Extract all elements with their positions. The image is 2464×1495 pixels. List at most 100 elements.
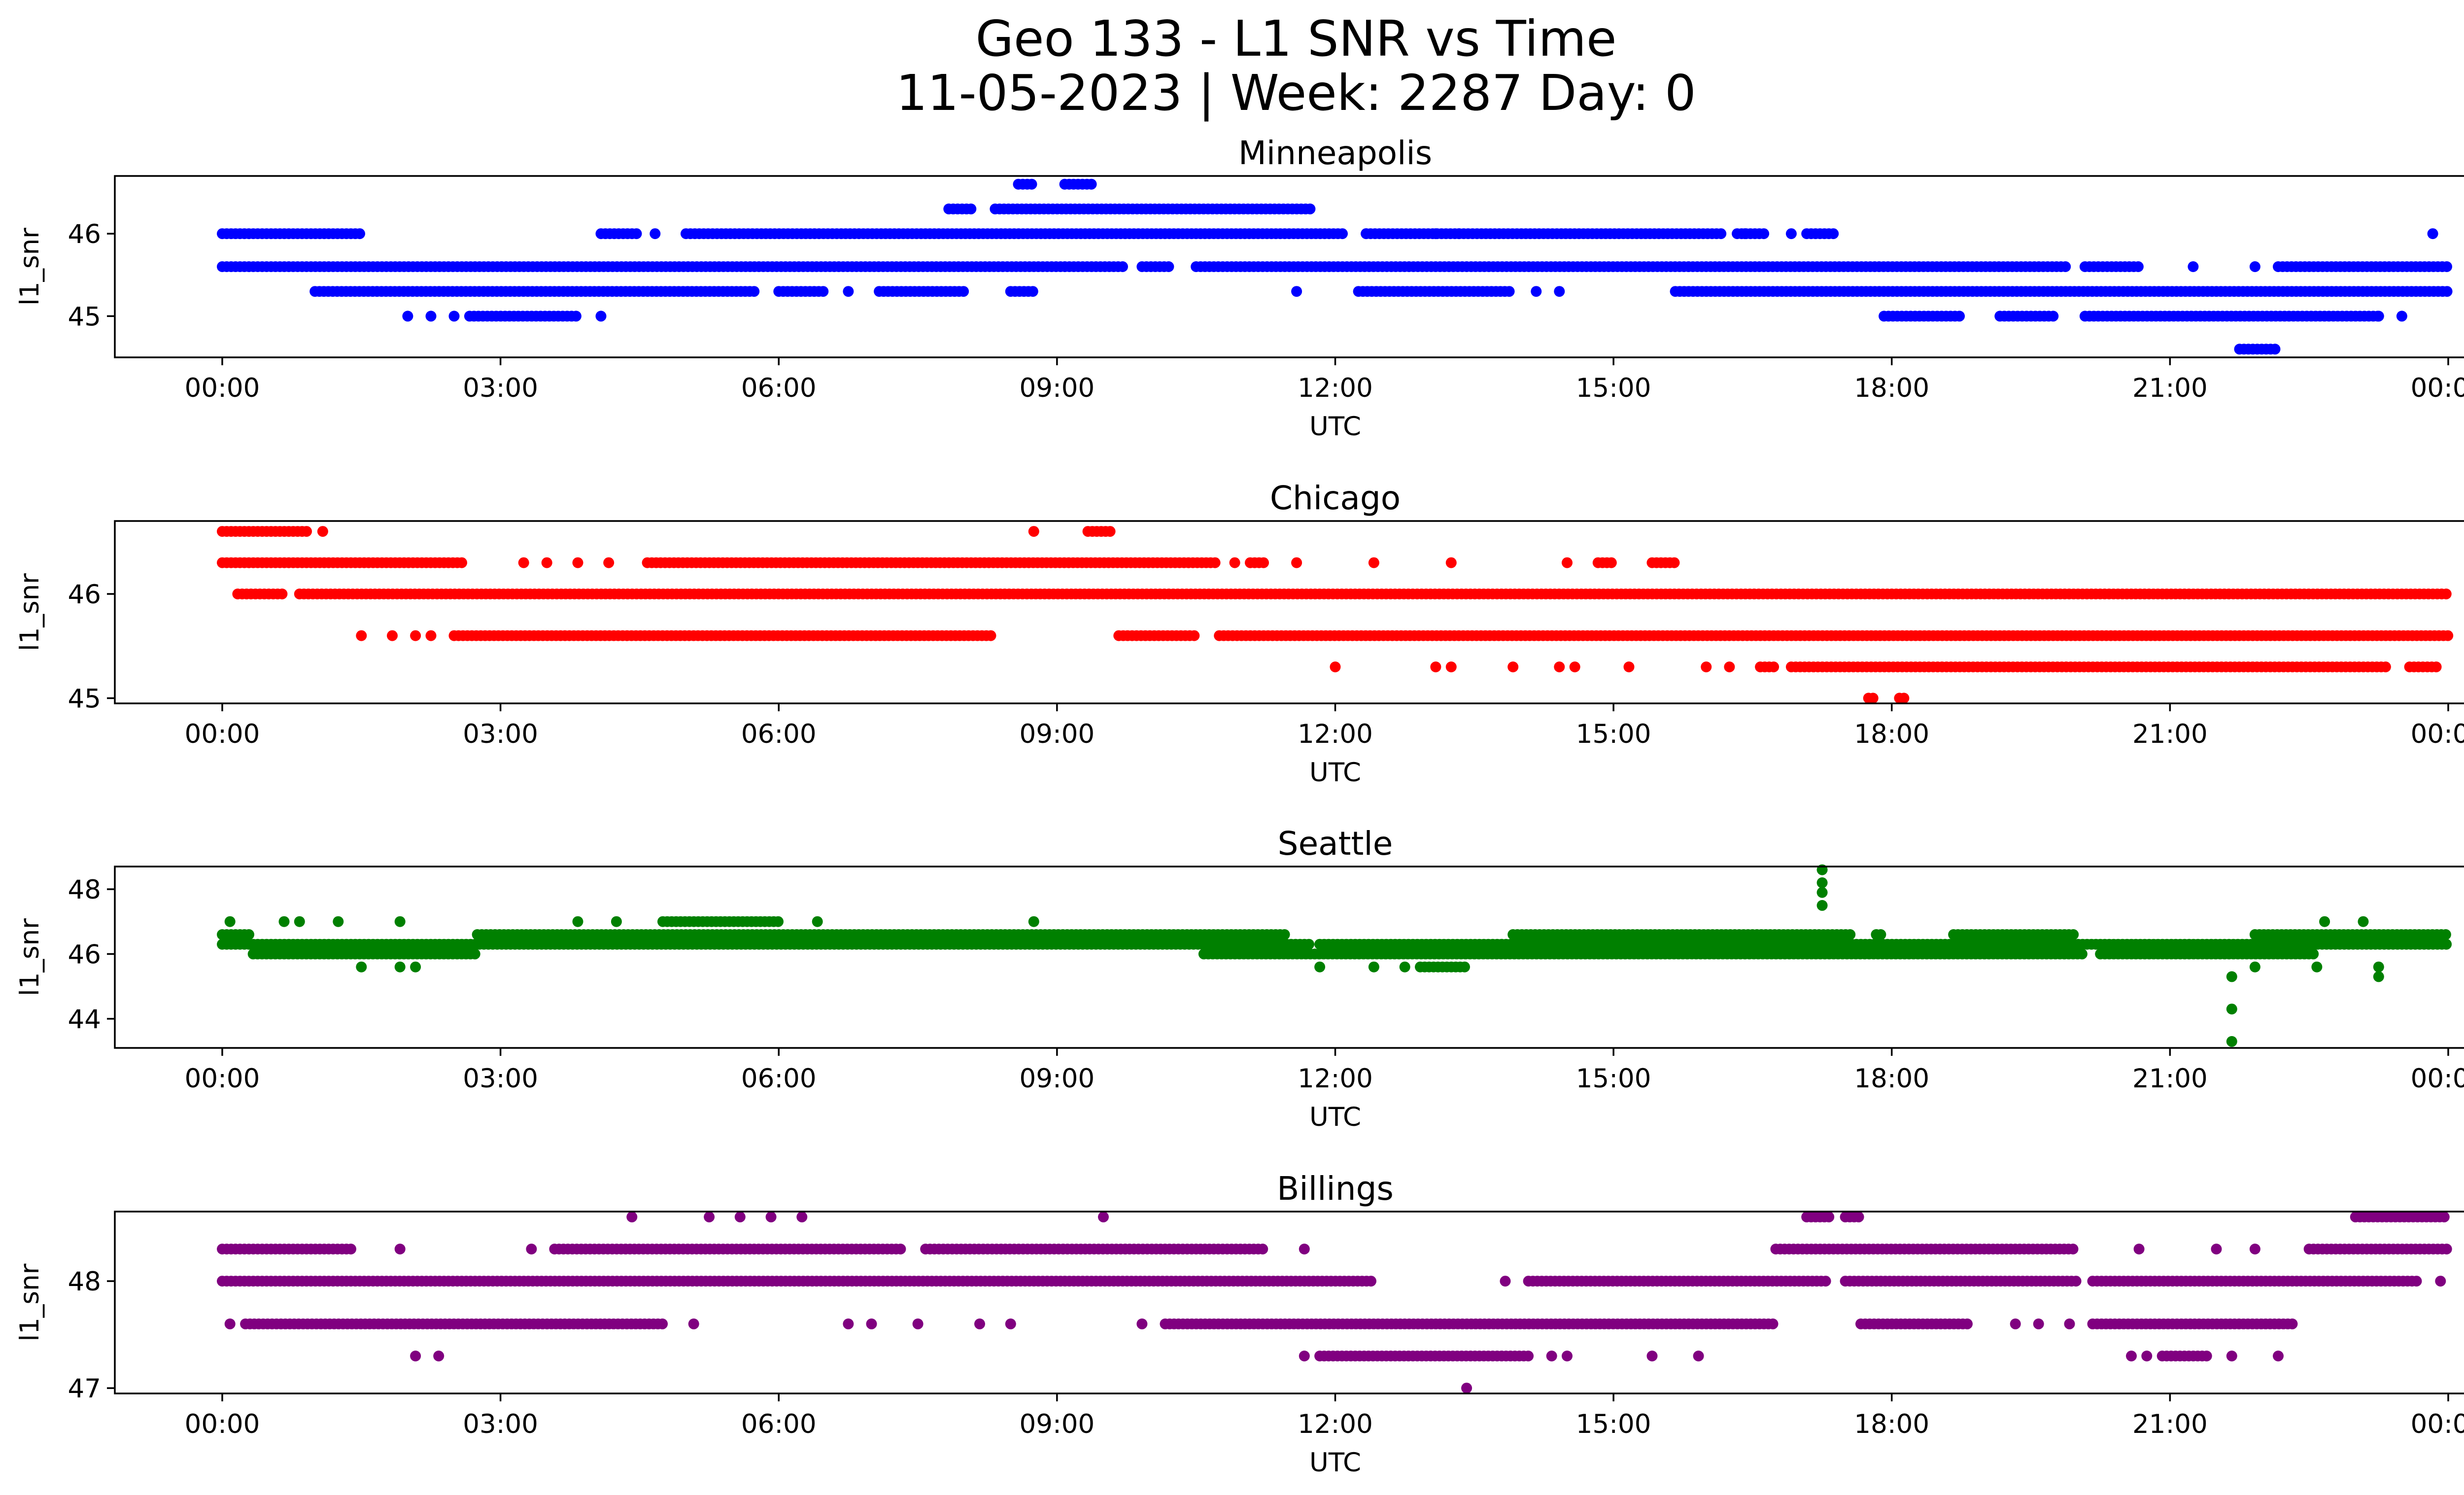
x-tick-label: 09:00 — [1020, 719, 1095, 749]
x-tick-label: 21:00 — [2132, 719, 2208, 749]
data-point — [631, 228, 642, 240]
data-point — [572, 557, 583, 568]
data-point — [387, 630, 398, 641]
data-point — [1279, 929, 1290, 940]
data-point — [2226, 1036, 2237, 1047]
data-point — [1229, 557, 1240, 568]
data-point — [276, 589, 288, 599]
data-point — [2438, 1211, 2450, 1222]
data-point — [749, 286, 760, 297]
data-point — [469, 948, 480, 960]
data-point — [1028, 526, 1039, 537]
data-point — [2373, 971, 2384, 982]
data-point — [1258, 557, 1269, 568]
data-point — [1504, 286, 1515, 297]
data-point — [812, 916, 823, 927]
data-point — [2067, 1244, 2079, 1254]
data-point — [1845, 929, 1856, 940]
data-point — [402, 311, 413, 322]
data-point — [1189, 630, 1200, 641]
data-point — [965, 203, 977, 214]
data-points — [217, 178, 2453, 355]
data-point — [1562, 557, 1573, 568]
data-point — [2249, 261, 2260, 272]
y-tick-label: 44 — [68, 1005, 101, 1035]
x-tick-label: 06:00 — [741, 373, 817, 403]
data-point — [1209, 557, 1221, 568]
data-point — [1569, 661, 1580, 672]
data-point — [425, 630, 437, 641]
data-point — [1823, 1211, 1835, 1222]
data-point — [2308, 948, 2319, 960]
data-point — [278, 916, 290, 927]
data-point — [394, 961, 406, 973]
data-point — [1828, 228, 1839, 240]
data-point — [1291, 557, 1302, 568]
x-tick-label: 12:00 — [1298, 719, 1373, 749]
data-point — [2441, 939, 2452, 950]
figure-title-line2: 11-05-2023 | Week: 2287 Day: 0 — [896, 64, 1696, 122]
data-point — [2060, 261, 2071, 272]
data-point — [2048, 311, 2059, 322]
data-point — [518, 557, 529, 568]
data-point — [1163, 261, 1174, 272]
y-tick-label: 46 — [68, 580, 101, 610]
data-point — [958, 286, 969, 297]
data-point — [2373, 311, 2384, 322]
data-point — [1330, 661, 1341, 672]
data-point — [2226, 1004, 2237, 1015]
data-point — [1368, 557, 1379, 568]
data-point — [657, 1318, 668, 1329]
x-axis-label: UTC — [1309, 1102, 1361, 1132]
data-point — [1623, 661, 1635, 672]
data-point — [1368, 961, 1379, 973]
data-point — [1337, 228, 1348, 240]
data-point — [570, 311, 582, 322]
x-tick-label: 00:00 — [185, 373, 260, 403]
data-point — [1767, 1318, 1779, 1329]
data-point — [2440, 929, 2451, 940]
data-point — [2430, 661, 2442, 672]
x-axis-label: UTC — [1309, 758, 1361, 788]
data-point — [595, 311, 607, 322]
panel-title: Seattle — [1278, 825, 1393, 863]
data-point — [317, 526, 328, 537]
data-point — [1445, 661, 1457, 672]
data-point — [2358, 916, 2369, 927]
y-tick-label: 45 — [68, 684, 101, 714]
data-point — [2427, 228, 2438, 240]
data-point — [356, 961, 367, 973]
data-point — [301, 526, 312, 537]
data-point — [603, 557, 615, 568]
data-point — [1554, 661, 1565, 672]
data-point — [773, 916, 784, 927]
data-point — [333, 916, 344, 927]
data-point — [1531, 286, 1542, 297]
data-point — [1820, 1276, 1831, 1287]
data-point — [1715, 228, 1727, 240]
x-tick-label: 21:00 — [2132, 1064, 2208, 1094]
data-point — [456, 557, 467, 568]
data-point — [1117, 261, 1128, 272]
data-point — [895, 1244, 906, 1254]
data-point — [2076, 948, 2088, 960]
x-tick-label: 12:00 — [1298, 1064, 1373, 1094]
y-tick-label: 46 — [68, 219, 101, 249]
data-point — [1445, 557, 1457, 568]
x-tick-label: 21:00 — [2132, 373, 2208, 403]
data-point — [1867, 693, 1879, 704]
x-tick-label: 15:00 — [1576, 719, 1651, 749]
data-point — [1816, 900, 1828, 911]
data-point — [1291, 286, 1302, 297]
data-point — [611, 916, 622, 927]
data-point — [1027, 286, 1038, 297]
data-points — [217, 526, 2454, 704]
data-point — [1816, 877, 1828, 888]
x-tick-label: 00:00 — [185, 719, 260, 749]
y-axis-label: l1_snr — [15, 573, 45, 651]
data-point — [2441, 261, 2452, 272]
data-point — [2070, 1276, 2082, 1287]
data-point — [1453, 228, 1465, 240]
data-point — [224, 916, 236, 927]
